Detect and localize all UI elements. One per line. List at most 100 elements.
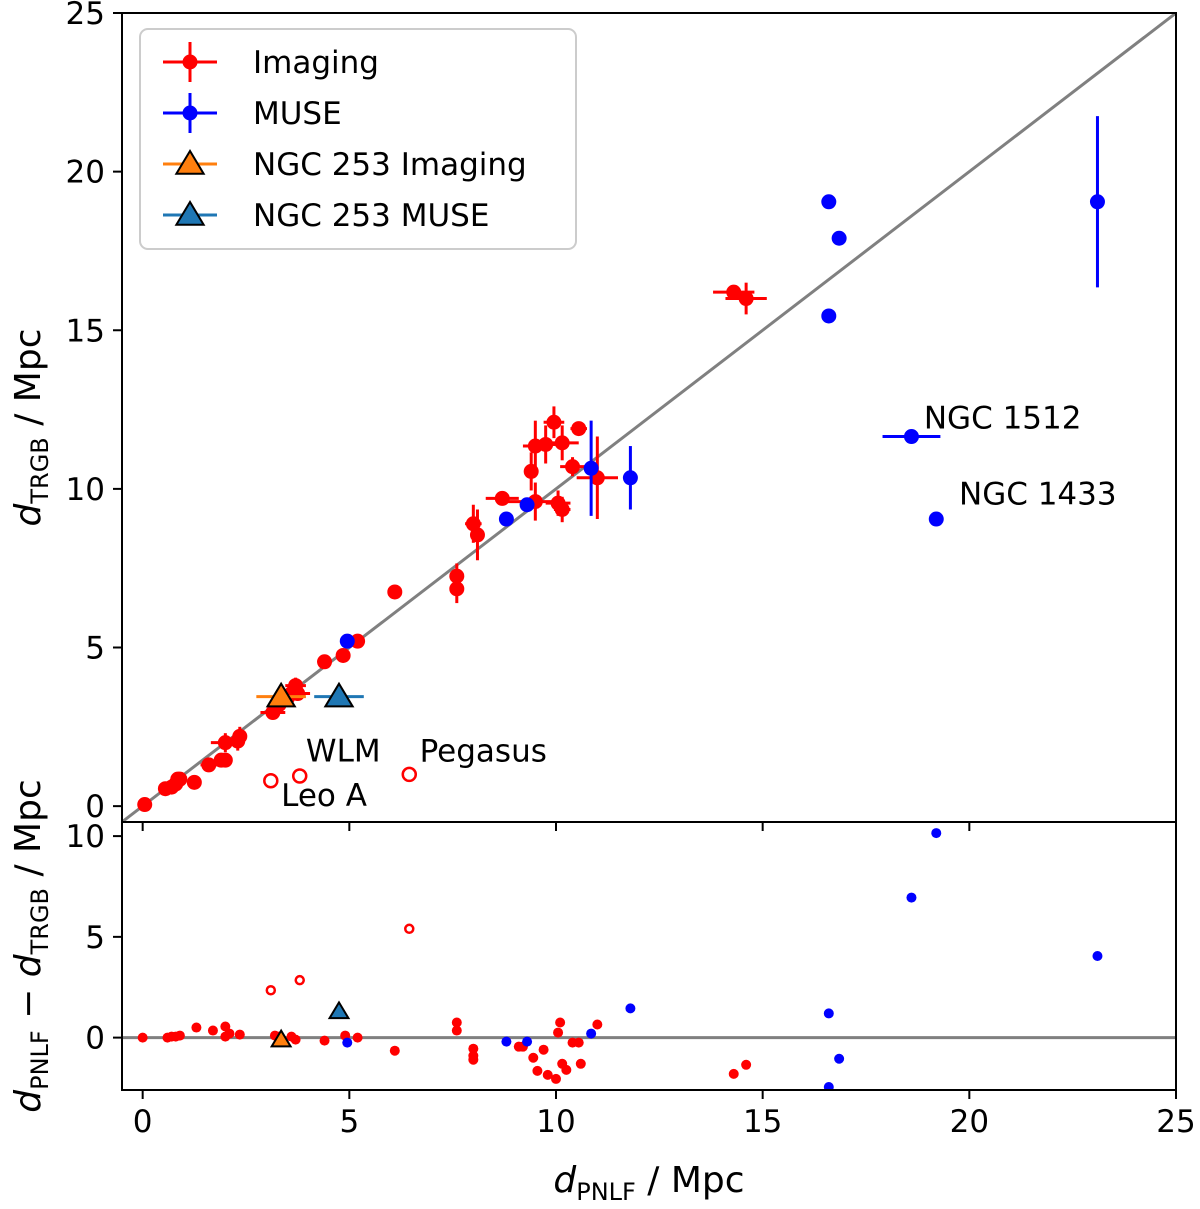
ytick-label-top: 5 [85,631,105,667]
data-point [561,1064,572,1075]
data-point [542,1069,553,1080]
xtick-label: 5 [339,1104,359,1140]
ytick-label-bottom: 0 [85,1021,105,1057]
ytick-label-top: 25 [66,0,105,32]
data-point [586,1028,597,1039]
data-point [319,1035,330,1046]
annotation-label: NGC 1433 [959,477,1117,513]
data-point [726,284,742,300]
data-point [903,429,919,445]
annotation-label: NGC 1512 [924,401,1082,437]
x-axis-title: dPNLF / Mpc [553,1160,744,1204]
data-point [451,1025,462,1036]
data-point [217,735,233,751]
annotation-label: Leo A [281,778,367,814]
data-point [528,1052,539,1063]
data-point [207,1025,218,1036]
open-point [291,768,308,784]
data-point [546,414,562,430]
series-top-3 [256,681,306,708]
data-point [821,194,837,210]
data-point [137,1032,148,1043]
data-point [234,1029,245,1040]
legend-label: NGC 253 Imaging [253,147,527,183]
data-point [224,1028,235,1039]
y-axis-title-top: dTRGB / Mpc [8,329,54,527]
data-point [931,828,942,839]
triangle-marker [269,1028,293,1048]
ytick-label-top: 15 [66,313,105,349]
series-bottom-0 [137,1017,752,1084]
data-point [555,1017,566,1028]
series-top-2 [339,116,1105,649]
legend-box [139,28,577,250]
triangle-marker [323,681,355,708]
legend-item-2: NGC 253 Imaging [163,147,527,183]
data-point [565,459,581,475]
legend-marker [174,200,206,226]
data-point [538,436,554,452]
legend-item-0: Imaging [163,42,379,82]
data-point [387,584,403,600]
xtick-label: 20 [950,1104,989,1140]
data-point [573,1037,584,1048]
data-point [468,1043,479,1054]
annotation-label: WLM [306,734,381,770]
data-point [350,633,366,649]
open-point [294,974,305,986]
data-marks [137,116,1105,1090]
ytick-label-top: 0 [85,789,105,825]
legend-marker [182,105,198,121]
data-point [186,774,202,790]
data-point [821,308,837,324]
data-point [290,686,306,702]
data-point [217,752,233,768]
xtick-label: 25 [1156,1104,1195,1140]
annotations: NGC 1512 NGC 1433 WLM Pegasus Leo A [281,401,1116,815]
data-point [522,1036,533,1047]
data-point [554,502,570,518]
data-point [498,511,514,527]
data-point [172,771,188,787]
data-point [1092,951,1103,961]
ytick-label-bottom: 5 [85,920,105,956]
ytick-label-top: 20 [66,155,105,191]
data-point [494,490,510,506]
data-point [575,1058,586,1069]
data-point [551,1073,561,1084]
data-point [538,1044,549,1055]
legend-label: NGC 253 MUSE [253,198,489,234]
xtick-label: 10 [536,1104,575,1140]
data-point [622,470,638,486]
data-point [201,757,217,773]
data-point [191,1022,202,1033]
annotation-label: Pegasus [420,734,547,770]
open-point [265,985,277,996]
series-bottom-3 [269,1028,293,1048]
triangle-marker [265,681,297,708]
legend-marker [174,149,206,175]
legend-marker [182,54,198,70]
data-point [554,435,570,451]
xtick-label: 15 [743,1104,782,1140]
data-point [728,1068,739,1079]
open-point [401,766,418,783]
data-point [389,1045,400,1056]
data-point [335,647,351,663]
data-point [906,892,917,903]
ytick-label-top: 10 [66,472,105,508]
data-point [1089,194,1105,210]
data-point [831,230,847,246]
series-bottom-2 [342,828,1103,1090]
data-point [823,1081,834,1090]
legend-label: MUSE [253,96,342,132]
data-point [469,527,485,543]
open-point [263,773,279,789]
data-point [342,1037,353,1048]
series-top-1 [263,766,418,789]
legend-item-1: MUSE [163,93,342,133]
data-point [823,1008,834,1019]
data-point [501,1036,512,1047]
data-point [339,633,355,649]
data-point [519,497,535,513]
